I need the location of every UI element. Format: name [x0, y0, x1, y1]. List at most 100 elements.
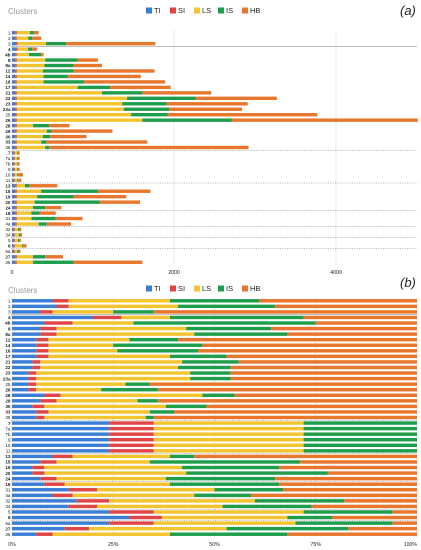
bar-a-32-hb: [19, 227, 22, 232]
bar-b-6a-si: [109, 521, 154, 525]
bar-b-23a-is: [190, 376, 231, 381]
bar-a-18-hb: [39, 211, 56, 215]
bar-a-3-hb: [66, 41, 156, 46]
category-label-b-36: 36: [5, 532, 11, 537]
bar-b-6-ls: [161, 515, 288, 520]
bar-a-23-hb: [166, 102, 248, 106]
bar-a-28-ti: [12, 123, 16, 128]
category-label-b-26: 26: [5, 387, 11, 392]
bar-b-10-si: [109, 443, 154, 448]
bar-a-23-ls: [16, 102, 123, 106]
bar-b-34-si: [68, 504, 98, 509]
bar-a-11-hb: [18, 178, 22, 182]
bar-a-32-is: [18, 227, 20, 232]
bar-a-8a-ls: [16, 63, 45, 68]
bar-a-2-is: [28, 36, 33, 40]
bar-a-15-ti: [12, 189, 16, 193]
bar-b-4-is: [169, 315, 304, 320]
bar-a-16-ls: [16, 80, 44, 84]
bar-a-14-hb: [67, 74, 141, 79]
bar-b-2-ls: [68, 304, 179, 309]
panel-b-title: Clusters: [8, 286, 37, 295]
category-label-a-5: 5: [8, 238, 11, 243]
bar-a-35-is: [45, 145, 50, 150]
legend-swatch-a-ls: [194, 7, 200, 14]
bar-b-25-ti: [12, 382, 29, 386]
category-label-b-22: 22: [5, 365, 11, 370]
bar-b-16-hb: [198, 349, 417, 353]
category-label-a-15: 15: [5, 189, 11, 194]
bar-b-19-hb: [279, 465, 417, 470]
bar-b-17-ti: [12, 354, 37, 359]
bar-b-26-ti: [12, 387, 29, 392]
bar-b-15-is: [149, 460, 300, 464]
bar-a-27-hb: [45, 255, 64, 259]
bar-b-34-is: [222, 504, 312, 509]
bar-a-4-si: [16, 47, 18, 51]
bar-a-10-ti: [12, 173, 14, 177]
category-label-a-30: 30: [5, 134, 11, 139]
bar-b-36-ti: [12, 532, 37, 536]
bar-b-15-ti: [12, 460, 41, 464]
bar-b-7b-ls: [153, 432, 304, 436]
panel-a-legend: TI SI LS IS HB: [146, 6, 260, 15]
legend-swatch-a-hb: [242, 7, 248, 14]
bar-a-23-ti: [12, 102, 16, 106]
bar-b-32-ti: [12, 499, 77, 503]
bar-a-31-si: [15, 216, 17, 221]
bar-b-7-si: [109, 421, 154, 425]
panel-b-separators: [11, 314, 417, 521]
category-label-b-5: 5: [8, 510, 11, 515]
category-label-a-18: 18: [5, 211, 11, 216]
category-label-b-4b: 4b: [5, 321, 11, 326]
category-label-a-20: 20: [5, 200, 11, 205]
bar-a-15-is: [41, 189, 98, 193]
bar-a-17-is: [77, 85, 111, 90]
bar-b-19-ls: [44, 465, 183, 470]
category-label-a-3: 3: [8, 41, 11, 46]
bar-b-27-ti: [12, 526, 65, 531]
bar-a-24-is: [33, 205, 46, 210]
bar-b-23a-si: [28, 376, 37, 381]
bar-a-5-is: [18, 238, 20, 243]
category-label-b-7a: 7a: [5, 426, 11, 431]
category-label-b-31: 31: [5, 487, 11, 492]
category-label-a-22: 22: [5, 96, 11, 101]
category-label-b-9: 9: [8, 437, 11, 442]
bar-a-4b-hb: [41, 52, 44, 57]
bar-b-14-ls: [48, 343, 114, 347]
bar-b-35-si: [36, 415, 45, 420]
bar-a-33-is: [41, 140, 47, 144]
panel-b-percent-chart: Clusters (b) TI SI LS IS HB 12344b88a1214161…: [3, 275, 418, 548]
panel-b-legend: TI SI LS IS HB: [146, 284, 260, 293]
bar-a-27-ls: [16, 255, 34, 259]
bar-a-25-ti: [12, 113, 16, 117]
bar-b-5-is: [303, 510, 393, 514]
bar-b-22-is: [178, 365, 231, 370]
bar-b-9-si: [109, 438, 154, 442]
bar-a-13-ti: [12, 184, 16, 188]
bar-a-24-ls: [16, 205, 34, 210]
category-label-b-14: 14: [5, 343, 11, 348]
category-label-a-29: 29: [5, 129, 11, 134]
bar-b-33-is: [149, 410, 174, 414]
bar-a-31-ti: [12, 216, 16, 221]
legend-label-a-hb: HB: [250, 6, 260, 15]
bar-b-25-si: [28, 382, 37, 386]
bar-b-11-ti: [12, 449, 110, 453]
bar-a-7b-ti: [12, 162, 14, 166]
bar-b-13-ti: [12, 454, 53, 459]
bar-a-17-si: [15, 85, 17, 90]
bar-a-6a-si: [13, 249, 15, 254]
bar-a-28-hb: [49, 123, 70, 128]
bar-b-21-ls: [40, 360, 183, 364]
legend-swatch-a-is: [218, 7, 224, 14]
bar-b-30-si: [32, 404, 45, 409]
bar-a-16-is: [43, 80, 85, 84]
bar-a-4a-hb: [46, 222, 72, 226]
bar-a-20-ti: [12, 200, 16, 204]
bar-a-8a-hb: [73, 63, 102, 68]
bar-b-4a-hb: [250, 493, 417, 498]
legend-label-a-si: SI: [178, 6, 185, 15]
category-label-b-30: 30: [5, 404, 11, 409]
